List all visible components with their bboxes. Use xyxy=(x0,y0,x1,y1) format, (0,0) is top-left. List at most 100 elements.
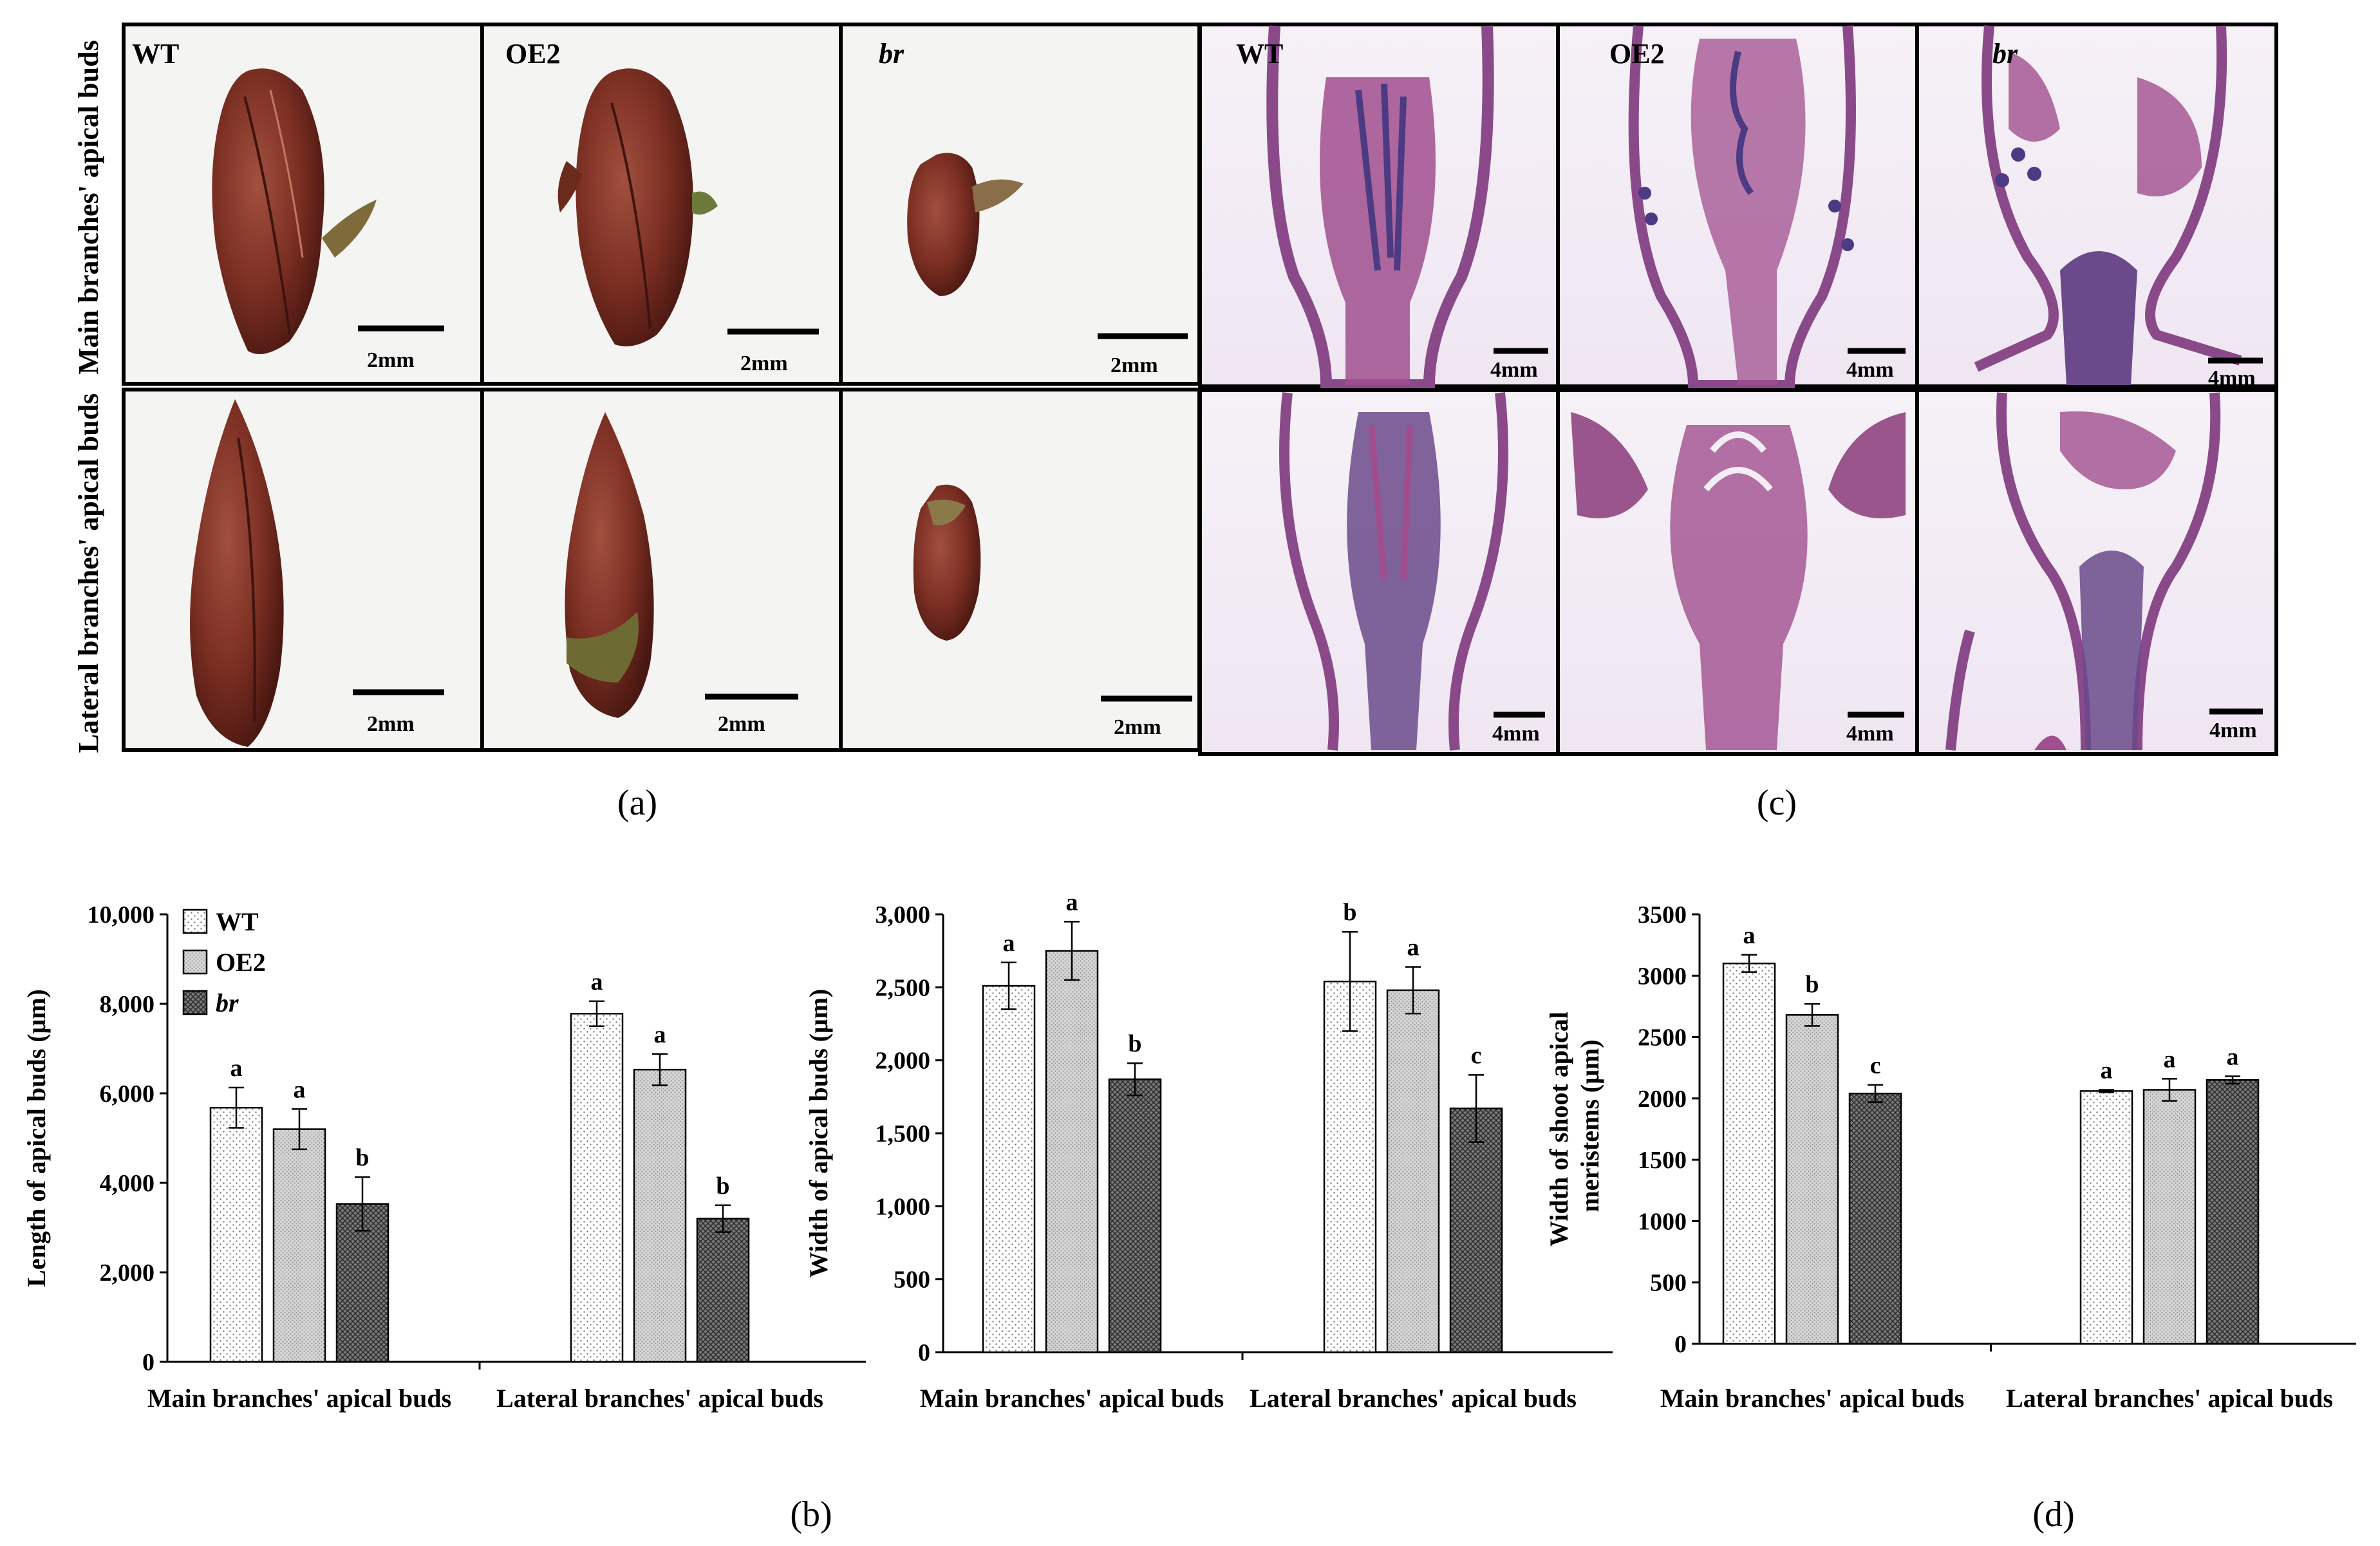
significance-letter: a xyxy=(1003,930,1015,957)
scale-label: 2mm xyxy=(1114,715,1161,739)
bar xyxy=(1108,1078,1162,1353)
scale-label: 4mm xyxy=(1492,722,1540,746)
section-main-br: br 4mm xyxy=(1915,23,2278,390)
significance-letter: a xyxy=(1743,922,1756,949)
scale-label: 4mm xyxy=(1846,722,1894,746)
bar xyxy=(2142,1089,2197,1345)
legend-label: OE2 xyxy=(216,948,266,977)
y-tick-label: 0 xyxy=(142,1349,155,1376)
bud-shape xyxy=(913,484,981,641)
y-tick-label: 0 xyxy=(918,1339,930,1366)
y-tick-label: 1,500 xyxy=(876,1120,931,1147)
section-lateral-wt: 4mm xyxy=(1198,388,1560,756)
bar xyxy=(209,1106,263,1363)
y-axis-label: Width of apical buds (μm) xyxy=(804,989,833,1278)
y-tick-label: 2,500 xyxy=(876,974,931,1001)
scale-label: 2mm xyxy=(740,352,788,375)
legend-swatch xyxy=(182,990,208,1015)
panel-c: WT 4mm OE2 4mm br 4mm xyxy=(1198,23,2278,823)
y-tick-label: 3000 xyxy=(1638,963,1687,990)
category-label: Main branches' apical buds xyxy=(147,1384,451,1413)
photo-main-oe2: OE2 2mm xyxy=(480,23,843,386)
y-tick-label: 1000 xyxy=(1638,1208,1687,1235)
bar xyxy=(982,985,1036,1353)
y-tick-label: 2500 xyxy=(1638,1024,1687,1051)
y-tick-label: 8,000 xyxy=(100,991,155,1018)
category-label: Lateral branches' apical buds xyxy=(1250,1384,1577,1413)
row-label-lateral: Lateral branches' apical buds xyxy=(73,393,104,753)
scale-label: 4mm xyxy=(2208,366,2256,390)
significance-letter: a xyxy=(1066,889,1078,916)
panel-caption: (b) xyxy=(790,1494,832,1534)
y-tick-label: 2,000 xyxy=(100,1259,155,1287)
bar xyxy=(1848,1092,1902,1345)
category-label: Main branches' apical buds xyxy=(920,1384,1224,1413)
scale-label: 2mm xyxy=(1110,354,1158,377)
bar xyxy=(1045,950,1099,1353)
significance-letter: b xyxy=(355,1144,369,1171)
bar xyxy=(633,1068,687,1363)
photo-label: WT xyxy=(132,38,179,70)
significance-letter: a xyxy=(294,1076,306,1103)
scale-label: 2mm xyxy=(367,712,415,736)
y-tick-label: 500 xyxy=(894,1267,930,1294)
bar xyxy=(1785,1014,1839,1345)
y-tick-label: 1,000 xyxy=(876,1193,931,1220)
category-label: Lateral branches' apical buds xyxy=(2006,1384,2333,1413)
photo-main-br: br 2mm xyxy=(839,23,1201,386)
scale-label: 4mm xyxy=(2209,719,2257,742)
y-tick-label: 3500 xyxy=(1638,901,1687,929)
y-tick-label: 2,000 xyxy=(876,1048,931,1075)
section-label: br xyxy=(1992,38,2018,70)
legend-swatch xyxy=(182,909,208,934)
y-tick-label: 1500 xyxy=(1638,1147,1687,1174)
bar xyxy=(696,1218,750,1363)
significance-letter: a xyxy=(1407,934,1420,961)
y-tick-label: 0 xyxy=(1674,1331,1687,1358)
photo-main-wt: WT 2mm xyxy=(122,23,484,386)
y-tick-label: 6,000 xyxy=(100,1080,155,1108)
legend-label: WT xyxy=(216,907,259,936)
panel-a: WT 2mm OE2 2mm br 2mm 2mm xyxy=(73,23,1201,823)
row-label-main: Main branches' apical buds xyxy=(73,40,104,375)
section-lateral-br: 4mm xyxy=(1915,388,2278,756)
y-tick-label: 2000 xyxy=(1638,1086,1687,1113)
bar xyxy=(1323,981,1377,1353)
chart-width-buds: 0 500 1,000 1,500 2,000 2,500 3,000 Width of ap… xyxy=(804,889,1613,1413)
significance-letter: c xyxy=(1471,1042,1482,1069)
significance-letter: a xyxy=(2101,1057,2113,1084)
panel-caption: (a) xyxy=(617,783,657,823)
bar xyxy=(272,1128,326,1363)
section-lateral-oe2: 4mm xyxy=(1556,388,1919,756)
significance-letter: a xyxy=(2164,1046,2176,1073)
legend-swatch xyxy=(182,949,208,975)
bud-shape xyxy=(907,153,980,296)
bud-shape xyxy=(212,68,324,354)
significance-letter: c xyxy=(1870,1052,1881,1079)
legend-label: br xyxy=(216,988,239,1017)
chart-length: 0 2,000 4,000 6,000 8,000 10,000 Length of api… xyxy=(22,901,866,1534)
bud-scale-green xyxy=(322,200,377,258)
bar xyxy=(1386,989,1440,1353)
photo-lateral-wt: 2mm xyxy=(122,388,484,752)
significance-letter: a xyxy=(654,1021,666,1048)
y-axis-label: Width of shoot apical meristems (μm) xyxy=(1544,1012,1604,1247)
significance-letter: b xyxy=(1128,1030,1141,1057)
y-axis-label: Length of apical buds (μm) xyxy=(22,989,51,1287)
panel-caption: (d) xyxy=(2032,1494,2074,1534)
scale-label: 4mm xyxy=(1846,358,1894,382)
photo-lateral-oe2: 2mm xyxy=(480,388,843,752)
scale-label: 2mm xyxy=(367,348,415,372)
significance-letter: a xyxy=(2227,1044,2239,1071)
panel-caption: (c) xyxy=(1757,783,1797,823)
photo-label: OE2 xyxy=(505,38,561,70)
significance-letter: a xyxy=(591,968,603,995)
bar xyxy=(570,1013,624,1363)
chart-width-meristems: 0 500 1000 1500 2000 2500 3000 3500 Width of sho… xyxy=(1544,901,2356,1534)
significance-letter: b xyxy=(1805,971,1819,998)
photo-label: br xyxy=(879,38,904,70)
y-tick-label: 500 xyxy=(1650,1270,1687,1297)
category-label: Main branches' apical buds xyxy=(1660,1384,1964,1413)
category-label: Lateral branches' apical buds xyxy=(496,1384,823,1413)
